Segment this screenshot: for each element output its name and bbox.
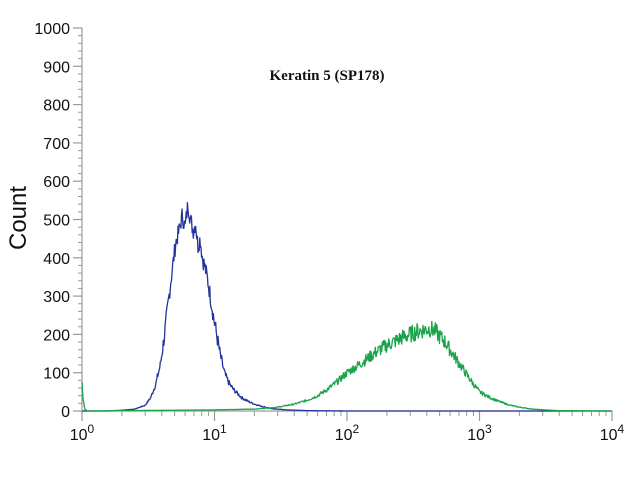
x-tick-label: 100 bbox=[70, 422, 95, 444]
y-tick-label: 400 bbox=[43, 251, 70, 268]
y-tick-label: 900 bbox=[43, 59, 70, 76]
series-layer bbox=[81, 201, 613, 412]
x-axis: 100 101 102 103 104 bbox=[70, 410, 625, 444]
y-axis-label: Count bbox=[5, 186, 32, 250]
y-tick-label: 200 bbox=[43, 327, 70, 344]
y-tick-label: 700 bbox=[43, 136, 70, 153]
y-tick-label: 1000 bbox=[34, 21, 70, 38]
x-tick-label: 101 bbox=[202, 422, 227, 444]
x-tick-label: 103 bbox=[467, 422, 492, 444]
y-axis: 0 100 200 300 400 500 600 700 800 900 1000 bbox=[34, 21, 83, 421]
y-tick-label: 300 bbox=[43, 289, 70, 306]
chart-title: Keratin 5 (SP178) bbox=[270, 68, 385, 84]
y-tick-label: 0 bbox=[61, 404, 70, 421]
x-tick-label: 104 bbox=[600, 422, 625, 444]
y-tick-label: 500 bbox=[43, 213, 70, 230]
y-tick-label: 800 bbox=[43, 98, 70, 115]
x-tick-label: 102 bbox=[335, 422, 360, 444]
y-tick-label: 600 bbox=[43, 174, 70, 191]
histogram-series-1 bbox=[81, 201, 613, 412]
histogram-series-2 bbox=[81, 320, 613, 412]
y-tick-label: 100 bbox=[43, 366, 70, 383]
